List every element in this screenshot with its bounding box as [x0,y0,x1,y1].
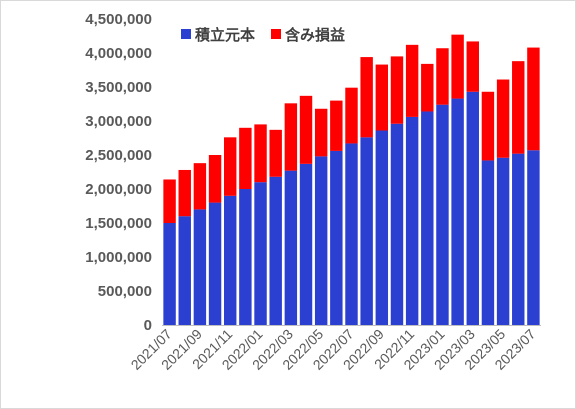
bar-gain [178,169,191,217]
bar-gain [254,124,267,183]
bar-principal [224,195,237,325]
bar-principal [512,153,525,325]
bar-gain [496,79,510,158]
bar-principal [436,104,449,326]
bar-gain [405,44,419,117]
y-tick-label: 500,000 [98,283,152,300]
bar-principal [193,209,207,325]
bar-principal [360,137,373,325]
legend-label-gain: 含み損益 [285,26,345,44]
bar-principal [496,157,510,325]
bar-gain [436,48,449,105]
bar-principal [269,176,282,325]
bar-gain [451,34,464,99]
bar-gain [481,91,495,161]
legend: 積立元本 含み損益 [181,26,345,44]
bar-principal [163,223,176,325]
y-tick-label: 0 [144,317,152,334]
bar-principal [451,98,464,325]
legend-swatch-principal [181,29,191,39]
bar-principal [466,91,479,325]
bar-gain [512,61,525,154]
bar-principal [345,143,358,325]
y-tick-label: 3,000,000 [85,113,152,130]
bar-gain [284,103,298,171]
bar-gain [360,57,373,138]
bar-gain [421,63,434,112]
bar-principal [299,163,313,325]
bar-gain [269,129,282,177]
bar-gain [239,127,252,189]
bar-principal [481,160,495,325]
bar-gain [345,87,358,144]
bar-principal [314,156,328,325]
y-tick-label: 1,000,000 [85,249,152,266]
bar-gain [299,95,313,164]
y-tick-label: 1,500,000 [85,215,152,232]
bar-principal [405,116,419,325]
bar-gain [314,108,328,157]
bar-principal [375,130,389,325]
y-tick-label: 4,000,000 [85,45,152,62]
y-tick-label: 4,500,000 [85,11,152,28]
y-tick-label: 3,500,000 [85,79,152,96]
legend-label-principal: 積立元本 [194,26,255,44]
bars [163,34,540,326]
bar-gain [224,137,237,196]
bar-gain [466,41,479,92]
bar-gain [330,100,343,151]
legend-swatch-gain [271,29,281,39]
y-tick-label: 2,000,000 [85,181,152,198]
bar-principal [390,123,404,325]
bar-gain [193,163,207,210]
bar-gain [527,47,540,151]
bar-gain [163,179,176,223]
bar-principal [284,170,298,325]
bar-principal [239,189,252,325]
bar-principal [254,182,267,325]
y-axis-ticks: 0 500,000 1,000,000 1,500,000 2,000,000 2,500… [85,11,152,334]
bar-principal [421,111,434,325]
bar-gain [375,64,389,131]
y-tick-label: 2,500,000 [85,147,152,164]
bar-principal [208,202,222,325]
bar-gain [208,155,222,203]
bar-gain [390,56,404,124]
x-axis-ticks: 2021/072021/092021/112022/012022/032022/… [128,326,539,373]
bar-principal [527,150,540,325]
bar-principal [330,150,343,325]
bar-principal [178,216,191,325]
